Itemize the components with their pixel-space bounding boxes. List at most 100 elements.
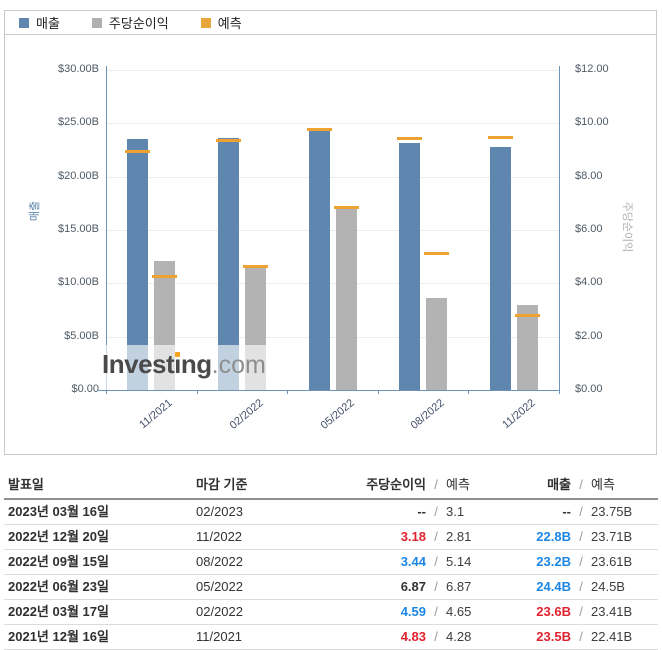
revenue-forecast: 23.41B [591, 604, 633, 619]
eps-forecast: 4.28 [446, 629, 472, 644]
eps-forecast-tick [242, 265, 268, 268]
eps-cell: 4.59 / 4.65 [356, 600, 506, 624]
investing-logo: Investıng.com [102, 349, 266, 379]
x-axis-tick [468, 390, 469, 394]
left-axis-tick-label: $5.00B [64, 329, 99, 342]
earnings-history-table: 발표일 마감 기준 주당순이익 / 예측 매출 / 예측 2023년 03월 1… [4, 472, 658, 650]
legend-item-revenue[interactable]: 매출 [19, 13, 60, 32]
col-header-revenue: 매출 / 예측 [547, 477, 615, 492]
revenue-actual: 23.2B [536, 554, 571, 569]
announce-date: 2023년 03월 16일 [8, 504, 109, 519]
eps-forecast: 4.65 [446, 604, 472, 619]
gridline [107, 176, 559, 178]
x-axis-line [97, 390, 560, 391]
table-row: 2022년 03월 17일 02/2022 4.59 / 4.65 23.6B … [4, 600, 658, 625]
y-axis-line-left [106, 66, 107, 390]
eps-forecast: 3.1 [446, 504, 465, 519]
gridline [107, 70, 559, 71]
gridline [107, 230, 559, 231]
table-row: 2022년 09월 15일 08/2022 3.44 / 5.14 23.2B … [4, 550, 658, 575]
right-axis-tick-label: $2.00 [575, 329, 603, 342]
left-axis-tick-label: $25.00B [58, 116, 99, 129]
eps-forecast: 2.81 [446, 529, 472, 544]
eps-forecast-tick [424, 251, 450, 255]
table-row: 2021년 12월 16일 11/2021 4.83 / 4.28 23.5B … [4, 625, 658, 650]
revenue-forecast-tick [125, 149, 151, 153]
revenue-forecast: 22.41B [591, 629, 633, 644]
eps-actual: 3.18 [400, 529, 426, 544]
x-axis-category-label: 11/2021 [137, 397, 175, 432]
revenue-cell: -- / 23.75B [500, 500, 658, 524]
fiscal-period: 11/2021 [196, 629, 243, 644]
col-header-announce-date: 발표일 [8, 477, 44, 492]
left-axis-tick-label: $0.00 [71, 383, 99, 395]
table-row: 2022년 06월 23일 05/2022 6.87 / 6.87 24.4B … [4, 575, 658, 600]
revenue-actual: 22.8B [536, 529, 571, 544]
legend-item-eps[interactable]: 주당순이익 [91, 13, 169, 32]
right-axis-tick-label: $10.00 [575, 116, 609, 129]
revenue-bar [308, 129, 330, 390]
right-axis-title: 주당순이익 [621, 201, 633, 253]
legend-item-forecast[interactable]: 예측 [200, 13, 242, 32]
revenue-forecast: 23.75B [591, 504, 633, 519]
revenue-bar [217, 138, 239, 390]
eps-forecast: 5.14 [446, 554, 472, 569]
revenue-forecast-tick [487, 136, 513, 140]
watermark-background [99, 345, 291, 390]
x-axis-tick [559, 390, 560, 394]
right-axis-tick-label: $0.00 [575, 383, 603, 395]
eps-forecast-tick [514, 314, 540, 318]
table-row: 2022년 12월 20일 11/2022 3.18 / 2.81 22.8B … [4, 525, 658, 550]
revenue-forecast-tick [306, 127, 332, 131]
eps-cell: 3.18 / 2.81 [356, 525, 506, 549]
left-axis-tick-label: $10.00B [58, 276, 99, 289]
fiscal-period: 02/2022 [196, 604, 243, 619]
x-axis-tick [287, 390, 288, 394]
legend-label-forecast: 예측 [217, 16, 242, 31]
fiscal-period: 11/2022 [196, 529, 243, 544]
x-axis-category-label: 05/2022 [318, 397, 357, 432]
revenue-forecast: 23.71B [591, 529, 633, 544]
gridline [107, 283, 559, 285]
eps-forecast-tick [333, 205, 359, 209]
announce-date: 2021년 12월 16일 [8, 629, 109, 644]
left-axis-tick-label: $15.00B [58, 223, 99, 235]
revenue-cell: 24.4B / 24.5B [500, 575, 658, 599]
table-header-row: 발표일 마감 기준 주당순이익 / 예측 매출 / 예측 [4, 472, 658, 500]
table-row: 2023년 03월 16일 02/2023 -- / 3.1 -- / 23.7… [4, 500, 658, 525]
x-axis-category-label: 11/2022 [500, 397, 538, 432]
revenue-cell: 22.8B / 23.71B [500, 525, 658, 549]
y-axis-line-right [559, 66, 560, 390]
legend-label-revenue: 매출 [36, 16, 60, 31]
revenue-swatch-icon [19, 17, 29, 28]
eps-bar [516, 305, 538, 390]
gridline [107, 336, 559, 338]
right-axis-tick-label: $8.00 [575, 169, 603, 182]
revenue-bar [399, 142, 421, 390]
revenue-forecast: 23.61B [591, 554, 633, 569]
revenue-bar [489, 146, 511, 390]
revenue-actual: 23.5B [536, 629, 571, 644]
right-axis-tick-label: $6.00 [575, 223, 603, 235]
eps-actual: 4.59 [400, 604, 426, 619]
revenue-forecast: 24.5B [591, 579, 625, 594]
eps-actual: 4.83 [400, 629, 426, 644]
announce-date: 2022년 03월 17일 [8, 604, 109, 619]
fiscal-period: 08/2022 [196, 554, 243, 569]
bar-chart: $30.00B $12.00 $25.00B $10.00 $20.00B $8.00 $1… [5, 35, 656, 454]
eps-bar [426, 298, 448, 390]
left-axis-title: 매출 [29, 200, 41, 222]
revenue-forecast-tick [397, 137, 423, 141]
revenue-cell: 23.5B / 22.41B [500, 625, 658, 649]
eps-forecast-tick [152, 274, 178, 278]
right-axis-tick-label: $4.00 [575, 276, 603, 289]
x-axis-category-label: 08/2022 [408, 397, 447, 432]
revenue-actual: 23.6B [536, 604, 571, 619]
eps-forecast: 6.87 [446, 579, 472, 594]
x-axis-category-label: 02/2022 [227, 397, 266, 432]
col-header-eps: 주당순이익 / 예측 [366, 477, 470, 492]
forecast-swatch-icon [200, 17, 211, 28]
eps-cell: 3.44 / 5.14 [356, 550, 506, 574]
x-axis-tick [106, 390, 107, 394]
left-axis-tick-label: $30.00B [58, 63, 99, 75]
